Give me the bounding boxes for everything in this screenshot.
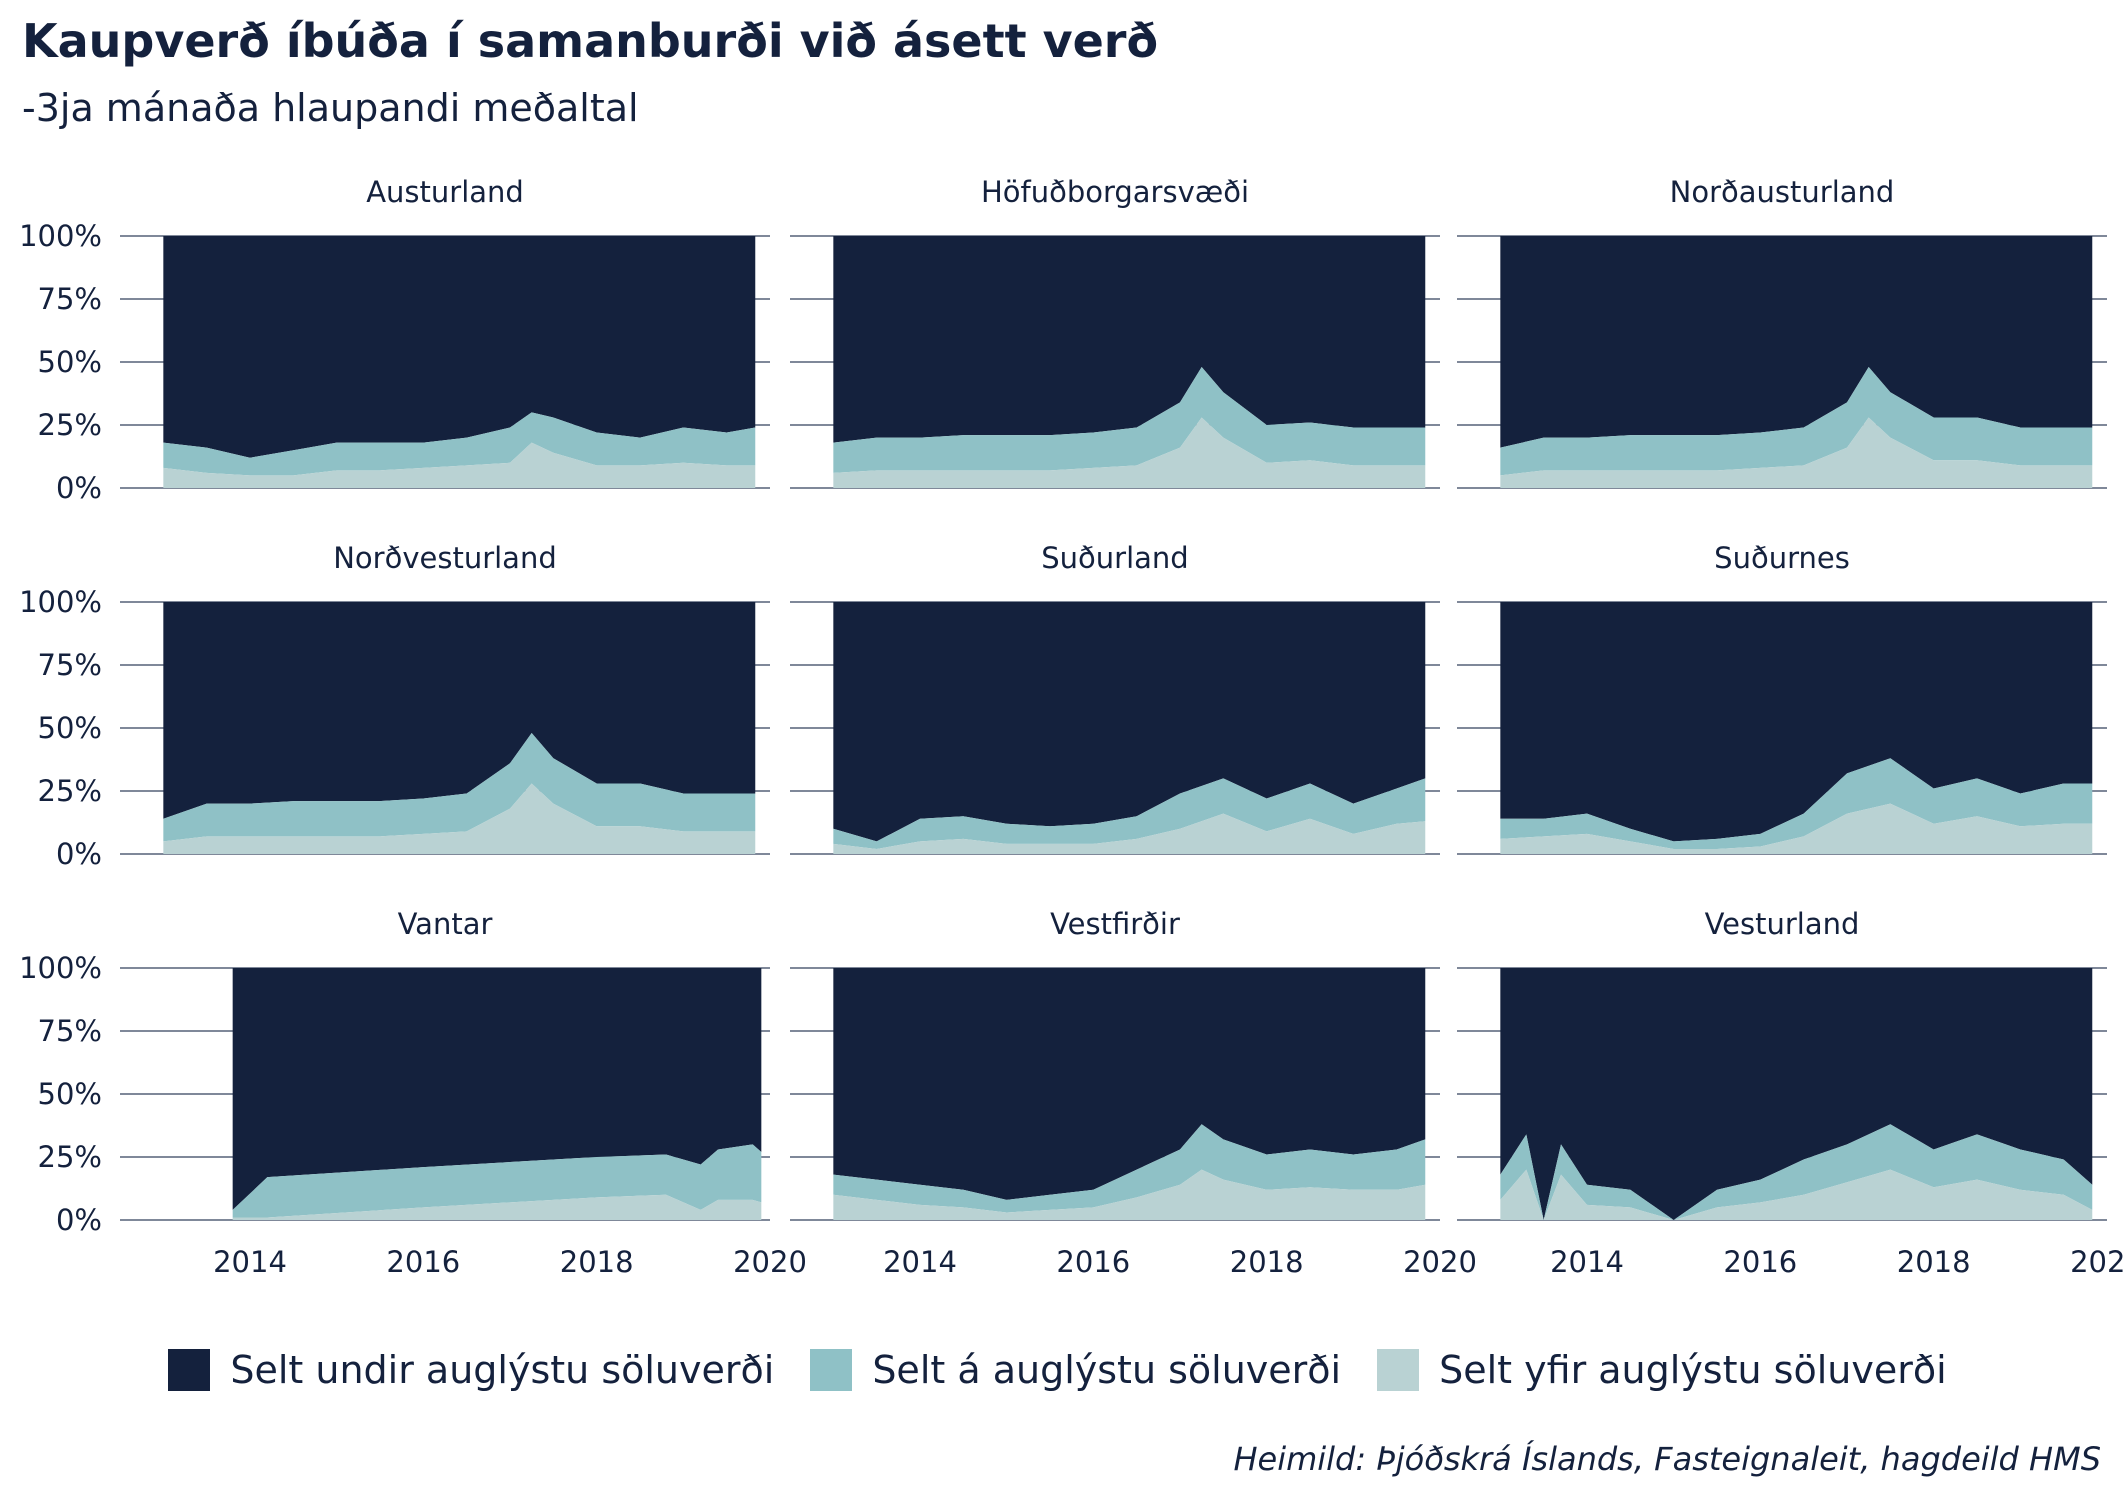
- panel-9-xtick-2018: 2018: [1897, 1245, 1971, 1279]
- panel-3-title: Norðausturland: [1670, 175, 1895, 209]
- panel-7-xtick-2016: 2016: [386, 1245, 460, 1279]
- panel-8-xtick-2016: 2016: [1056, 1245, 1130, 1279]
- panel-1-area-at: [163, 412, 756, 476]
- panel-5-title: Suðurland: [1041, 541, 1188, 575]
- panel-2-title: Höfuðborgarsvæði: [981, 175, 1249, 209]
- legend-item-at: Selt á auglýstu söluverði: [810, 1348, 1341, 1392]
- panel-3-area-under: [1500, 236, 2093, 448]
- panel-6-title: Suðurnes: [1714, 541, 1850, 575]
- legend-swatch-under: [168, 1349, 211, 1391]
- panel-7-area-under: [232, 968, 762, 1210]
- panel-8-title: Vestfirðir: [1050, 907, 1180, 941]
- panel-4-ytick-25: 25%: [38, 774, 102, 808]
- panel-4-title: Norðvesturland: [333, 541, 557, 575]
- panel-4-area-over: [163, 783, 756, 854]
- legend: Selt undir auglýstu söluverði Selt á aug…: [0, 1348, 2125, 1392]
- legend-label-at: Selt á auglýstu söluverði: [872, 1348, 1342, 1392]
- panel-1-area-under: [163, 236, 756, 458]
- panel-5-area-over: [833, 813, 1426, 854]
- panel-7-ytick-25: 25%: [38, 1140, 102, 1174]
- legend-label-under: Selt undir auglýstu söluverði: [230, 1348, 775, 1392]
- panel-9-area-at: [1500, 1124, 2093, 1220]
- legend-item-under: Selt undir auglýstu söluverði: [168, 1348, 774, 1392]
- panel-8-area-over: [833, 1169, 1426, 1220]
- page-title: Kaupverð íbúða í samanburði við ásett ve…: [22, 14, 1159, 68]
- panel-1-ytick-25: 25%: [38, 408, 102, 442]
- panel-1-title: Austurland: [366, 175, 524, 209]
- panel-1-ytick-50: 50%: [38, 345, 102, 379]
- legend-swatch-at: [810, 1349, 853, 1391]
- panel-9-title: Vesturland: [1705, 907, 1860, 941]
- panel-8-area-at: [833, 1124, 1426, 1213]
- panel-2-area-over: [833, 417, 1426, 488]
- panel-8-xtick-2018: 2018: [1230, 1245, 1304, 1279]
- panel-7-ytick-0: 0%: [56, 1203, 102, 1237]
- panel-9-area-over: [1500, 1169, 2093, 1220]
- panel-4-ytick-50: 50%: [38, 711, 102, 745]
- panel-3-area-over: [1500, 417, 2093, 488]
- panel-8-area-under: [833, 968, 1426, 1200]
- faceted-area-chart: Austurland 0% 25% 50% 75% 100% Höfuðborgarsvæð…: [19, 175, 2125, 1279]
- panel-9-xtick-2014: 2014: [1550, 1245, 1624, 1279]
- panel-7-title: Vantar: [398, 907, 493, 941]
- panel-7-area-over: [232, 1194, 762, 1220]
- panel-4-ytick-100: 100%: [19, 585, 102, 619]
- panel-1-ytick-75: 75%: [38, 282, 102, 316]
- legend-label-over: Selt yfir auglýstu söluverði: [1439, 1348, 1947, 1392]
- panel-5-area-at: [833, 778, 1426, 849]
- panel-6-area-at: [1500, 758, 2093, 849]
- panel-4-area-at: [163, 733, 756, 842]
- panel-9-xtick-2020: 2020: [2070, 1245, 2125, 1279]
- legend-item-over: Selt yfir auglýstu söluverði: [1377, 1348, 1947, 1392]
- panel-1-area-over: [163, 442, 756, 488]
- panel-7-xtick-2014: 2014: [213, 1245, 287, 1279]
- panel-6-area-under: [1500, 602, 2093, 842]
- panel-9-xtick-2016: 2016: [1723, 1245, 1797, 1279]
- panel-7-ytick-100: 100%: [19, 951, 102, 985]
- panel-4-ytick-0: 0%: [56, 837, 102, 871]
- source-note: Heimild: Þjóðskrá Íslands, Fasteignaleit…: [1233, 1440, 2101, 1478]
- panel-1-ytick-0: 0%: [56, 471, 102, 505]
- panel-7-xtick-2018: 2018: [560, 1245, 634, 1279]
- panel-2-area-at: [833, 367, 1426, 473]
- panel-7-ytick-50: 50%: [38, 1077, 102, 1111]
- panel-7-ytick-75: 75%: [38, 1014, 102, 1048]
- panel-7-xtick-2020: 2020: [733, 1245, 807, 1279]
- panel-8-xtick-2020: 2020: [1403, 1245, 1477, 1279]
- panel-4-ytick-75: 75%: [38, 648, 102, 682]
- panel-1-ytick-100: 100%: [19, 219, 102, 253]
- panel-5-area-under: [833, 602, 1426, 842]
- panel-3-area-at: [1500, 367, 2093, 476]
- page-subtitle: -3ja mánaða hlaupandi meðaltal: [22, 86, 639, 130]
- panel-6-area-over: [1500, 803, 2093, 854]
- panel-7-area-at: [232, 1144, 762, 1218]
- panel-8-xtick-2014: 2014: [883, 1245, 957, 1279]
- legend-swatch-over: [1377, 1349, 1420, 1391]
- panel-2-area-under: [833, 236, 1426, 443]
- panel-9-area-under: [1500, 968, 2093, 1220]
- panel-4-area-under: [163, 602, 756, 819]
